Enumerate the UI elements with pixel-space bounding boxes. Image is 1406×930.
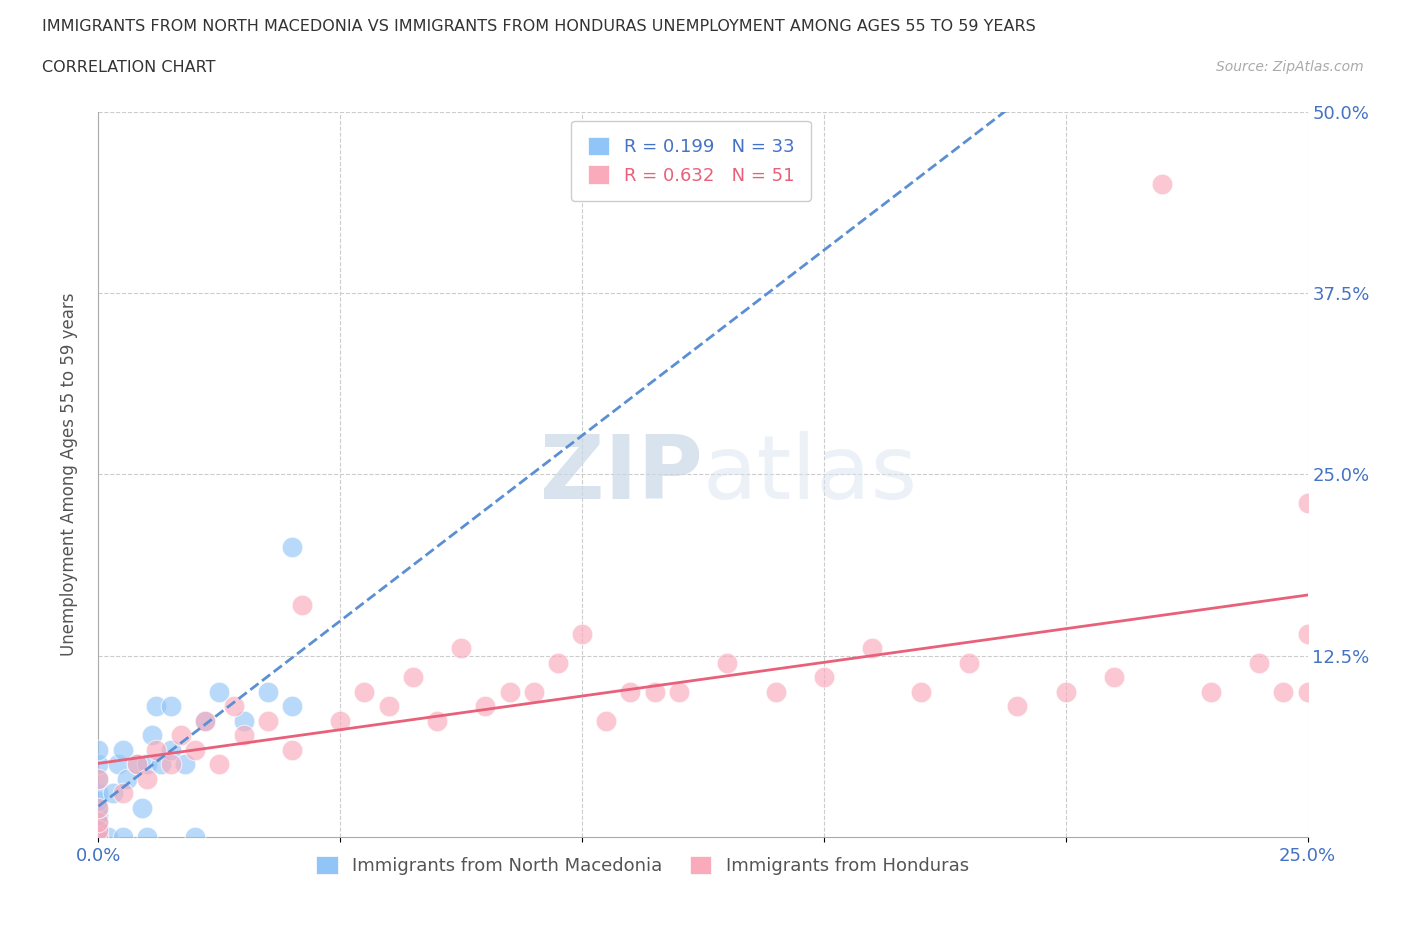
Point xyxy=(135,772,157,787)
Text: CORRELATION CHART: CORRELATION CHART xyxy=(42,60,215,75)
Point xyxy=(87,822,110,837)
Point xyxy=(813,670,835,684)
Point xyxy=(290,597,312,612)
Point xyxy=(111,786,134,801)
Point xyxy=(910,684,932,699)
Point xyxy=(131,801,153,816)
Point xyxy=(208,684,231,699)
Point xyxy=(141,728,163,743)
Text: IMMIGRANTS FROM NORTH MACEDONIA VS IMMIGRANTS FROM HONDURAS UNEMPLOYMENT AMONG A: IMMIGRANTS FROM NORTH MACEDONIA VS IMMIG… xyxy=(42,19,1036,33)
Point xyxy=(402,670,425,684)
Point xyxy=(117,772,139,787)
Point xyxy=(1296,496,1319,511)
Point xyxy=(87,801,110,816)
Point xyxy=(256,713,278,728)
Point xyxy=(232,728,254,743)
Point xyxy=(1054,684,1077,699)
Point xyxy=(135,757,157,772)
Point xyxy=(281,539,304,554)
Point xyxy=(87,815,110,830)
Point xyxy=(87,822,110,837)
Point xyxy=(145,699,167,714)
Point xyxy=(644,684,666,699)
Point xyxy=(160,699,183,714)
Point xyxy=(184,742,207,757)
Point xyxy=(87,830,110,844)
Point xyxy=(169,728,191,743)
Point xyxy=(127,757,149,772)
Point xyxy=(498,684,520,699)
Point xyxy=(353,684,375,699)
Point xyxy=(87,793,110,808)
Point xyxy=(87,757,110,772)
Point xyxy=(87,808,110,823)
Point xyxy=(222,699,245,714)
Point xyxy=(127,757,149,772)
Y-axis label: Unemployment Among Ages 55 to 59 years: Unemployment Among Ages 55 to 59 years xyxy=(59,293,77,656)
Text: Source: ZipAtlas.com: Source: ZipAtlas.com xyxy=(1216,60,1364,74)
Point xyxy=(208,757,231,772)
Point xyxy=(619,684,641,699)
Point xyxy=(87,815,110,830)
Point xyxy=(523,684,546,699)
Point xyxy=(101,786,124,801)
Point xyxy=(957,656,980,671)
Point xyxy=(194,713,217,728)
Point xyxy=(1249,656,1271,671)
Point xyxy=(571,627,593,642)
Point xyxy=(450,641,472,656)
Point xyxy=(1199,684,1222,699)
Point xyxy=(668,684,690,699)
Point xyxy=(87,772,110,787)
Point xyxy=(474,699,496,714)
Point xyxy=(160,757,183,772)
Point xyxy=(1007,699,1029,714)
Point xyxy=(281,699,304,714)
Point xyxy=(184,830,207,844)
Text: ZIP: ZIP xyxy=(540,431,703,518)
Point xyxy=(150,757,173,772)
Point xyxy=(1296,627,1319,642)
Text: atlas: atlas xyxy=(703,431,918,518)
Point xyxy=(97,830,120,844)
Point xyxy=(145,742,167,757)
Point xyxy=(256,684,278,699)
Point xyxy=(1102,670,1125,684)
Point xyxy=(1296,684,1319,699)
Point xyxy=(426,713,449,728)
Point xyxy=(160,742,183,757)
Point xyxy=(111,830,134,844)
Point xyxy=(860,641,883,656)
Point xyxy=(107,757,129,772)
Point xyxy=(87,772,110,787)
Point xyxy=(765,684,787,699)
Point xyxy=(547,656,569,671)
Point xyxy=(87,801,110,816)
Point xyxy=(281,742,304,757)
Point xyxy=(87,742,110,757)
Point xyxy=(377,699,399,714)
Point xyxy=(1272,684,1295,699)
Point xyxy=(174,757,197,772)
Point xyxy=(329,713,352,728)
Point xyxy=(716,656,738,671)
Point xyxy=(232,713,254,728)
Point xyxy=(1152,177,1174,192)
Point xyxy=(87,786,110,801)
Point xyxy=(111,742,134,757)
Point xyxy=(595,713,617,728)
Legend: Immigrants from North Macedonia, Immigrants from Honduras: Immigrants from North Macedonia, Immigra… xyxy=(309,848,976,883)
Point xyxy=(135,830,157,844)
Point xyxy=(87,830,110,844)
Point xyxy=(194,713,217,728)
